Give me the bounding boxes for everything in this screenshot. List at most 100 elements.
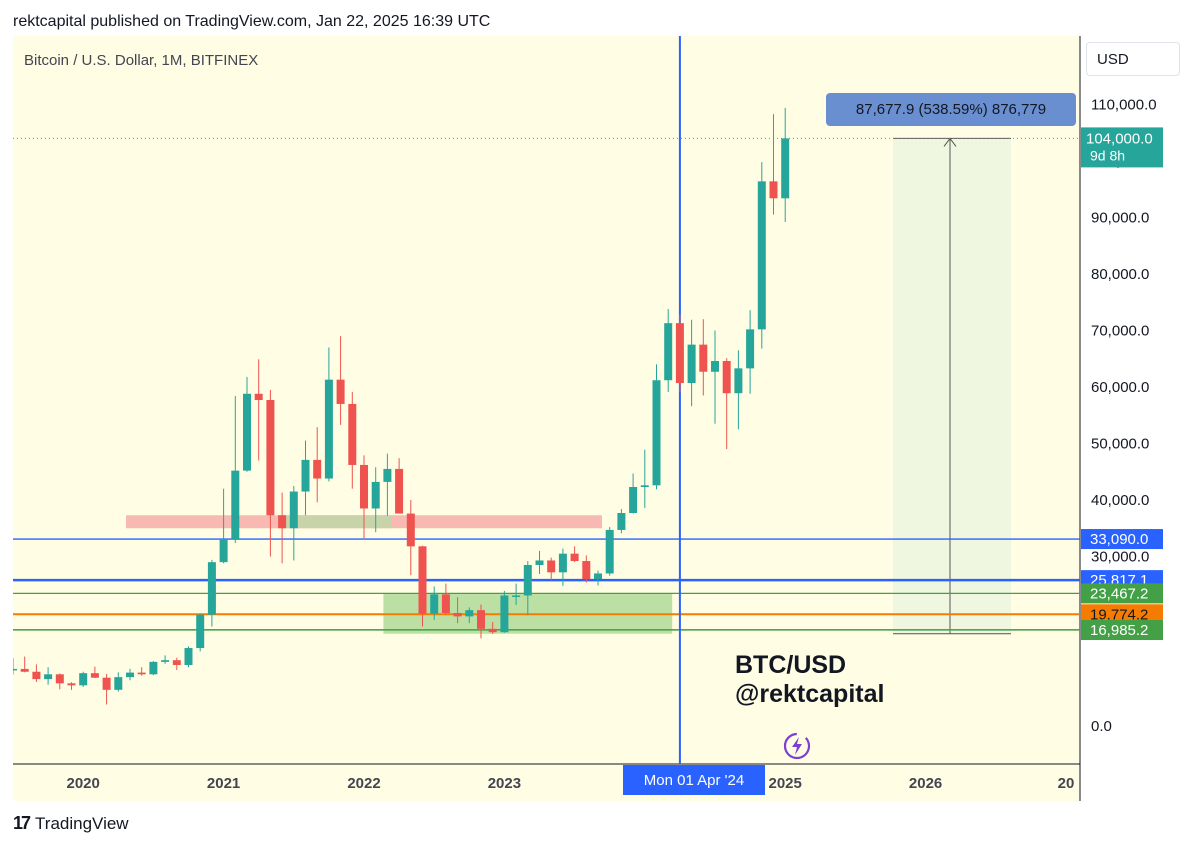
- candle-2024-03: [664, 323, 673, 381]
- crosshair-date-badge: Mon 01 Apr '24: [623, 765, 765, 795]
- publish-line: rektcapital published on TradingView.com…: [13, 13, 491, 30]
- price-badge-green-lower: [1081, 620, 1163, 641]
- y-tick-label: 80,000.0: [1091, 266, 1149, 283]
- candle-2020-02: [90, 673, 99, 678]
- x-tick-label: 2026: [909, 775, 942, 792]
- candle-2021-10: [324, 379, 333, 479]
- candle-2021-12: [348, 403, 357, 465]
- candle-2024-01: [640, 485, 649, 488]
- footer-brand: TradingView: [35, 813, 129, 833]
- y-tick-label: 30,000.0: [1091, 549, 1149, 566]
- x-tick-label: 20: [1058, 775, 1075, 792]
- currency-selector[interactable]: USD: [1086, 42, 1180, 76]
- price-badge-blue-thin: [1081, 529, 1163, 550]
- candle-2019-10: [44, 674, 53, 680]
- y-tick-label: 90,000.0: [1091, 210, 1149, 227]
- candle-2022-05: [406, 513, 415, 547]
- candle-2023-08: [582, 561, 591, 580]
- candle-2023-02: [512, 595, 521, 597]
- candle-2021-06: [278, 515, 287, 529]
- candle-2019-11: [55, 674, 64, 684]
- candle-2020-04: [114, 677, 123, 690]
- candle-2024-04: [675, 323, 684, 384]
- x-tick-label: 2021: [207, 775, 240, 792]
- y-tick-label: 0.0: [1091, 718, 1112, 735]
- candle-2023-06: [558, 553, 567, 573]
- candle-2021-01: [219, 538, 228, 563]
- x-tick-label: 2022: [347, 775, 380, 792]
- sparkle-icon[interactable]: [781, 730, 813, 762]
- candle-2022-03: [383, 468, 392, 482]
- chart-frame[interactable]: 110,000.0100,000.090,000.080,000.070,000…: [13, 36, 1188, 801]
- footer-logo[interactable]: 17 TradingView: [13, 813, 129, 834]
- candle-2023-03: [523, 564, 532, 596]
- candle-2025-01: [781, 138, 790, 199]
- y-tick-label: 110,000.0: [1091, 97, 1157, 114]
- price-badge-green-upper: [1081, 583, 1163, 604]
- candle-2020-11: [196, 614, 205, 649]
- candle-2024-08: [722, 361, 731, 394]
- candle-2022-04: [395, 468, 404, 514]
- chart-canvas[interactable]: 110,000.0100,000.090,000.080,000.070,000…: [13, 36, 1188, 801]
- candle-2023-10: [605, 529, 614, 574]
- candle-2023-11: [617, 512, 626, 530]
- x-tick-label: 2025: [769, 775, 802, 792]
- candle-2020-08: [161, 660, 170, 662]
- candle-2020-05: [126, 672, 134, 678]
- candle-2024-06: [699, 344, 708, 372]
- candle-2024-11: [757, 181, 766, 330]
- candle-2024-07: [711, 361, 719, 372]
- candle-2020-09: [172, 660, 181, 665]
- candle-2020-07: [149, 661, 158, 675]
- measure-label: 87,677.9 (538.59%) 876,779: [826, 93, 1076, 126]
- candle-2021-08: [301, 459, 310, 492]
- price-badge-text: 33,090.0: [1090, 531, 1148, 548]
- price-badge-text: 23,467.2: [1090, 585, 1148, 602]
- countdown-text: 9d 8h: [1090, 147, 1125, 163]
- current-price-text: 104,000.0: [1086, 130, 1153, 147]
- watermark-line1: BTC/USD: [735, 651, 847, 679]
- candle-2022-01: [360, 464, 368, 509]
- price-badge-text: 19,774.2: [1090, 606, 1148, 623]
- candle-2019-08: [20, 668, 29, 672]
- candle-2019-07: [13, 668, 17, 671]
- x-tick-label: 2023: [488, 775, 521, 792]
- candle-2022-08: [441, 594, 450, 613]
- candle-2019-09: [32, 671, 41, 680]
- candle-2020-01: [79, 673, 88, 686]
- candle-2022-10: [465, 610, 474, 617]
- candle-2024-10: [746, 329, 755, 369]
- candle-2021-07: [289, 491, 298, 529]
- watermark-line2: @rektcapital: [735, 680, 885, 708]
- price-badge-orange-upper: [1081, 604, 1163, 625]
- candle-2020-03: [102, 677, 111, 690]
- y-tick-label: 70,000.0: [1091, 323, 1149, 340]
- candle-2019-12: [67, 683, 76, 686]
- candle-2021-05: [266, 399, 275, 516]
- current-price-badge: [1081, 127, 1163, 168]
- y-tick-label: 40,000.0: [1091, 492, 1149, 509]
- candle-2022-02: [371, 481, 380, 509]
- candle-2020-10: [184, 648, 193, 665]
- time-axis-background: [13, 764, 1080, 801]
- candle-2022-09: [453, 613, 462, 617]
- candle-2023-09: [594, 573, 602, 580]
- candle-2020-12: [207, 562, 216, 615]
- candle-2021-09: [313, 459, 322, 479]
- x-tick-label: 2020: [67, 775, 100, 792]
- candle-2021-04: [254, 393, 263, 400]
- candle-2022-07: [430, 594, 439, 614]
- symbol-title: Bitcoin / U.S. Dollar, 1M, BITFINEX: [24, 52, 259, 69]
- candle-2023-04: [535, 560, 544, 565]
- price-badge-text: 16,985.2: [1090, 622, 1148, 639]
- candle-2021-02: [231, 470, 240, 539]
- candle-2023-05: [547, 560, 556, 573]
- candle-2020-06: [137, 672, 146, 675]
- candle-2023-07: [570, 553, 579, 562]
- candle-2022-12: [488, 628, 497, 633]
- candle-2021-03: [243, 393, 251, 471]
- candle-2024-09: [734, 368, 743, 394]
- measure-region: [893, 138, 1011, 634]
- tradingview-logo-icon: 17: [13, 813, 31, 833]
- candle-2023-12: [629, 487, 638, 513]
